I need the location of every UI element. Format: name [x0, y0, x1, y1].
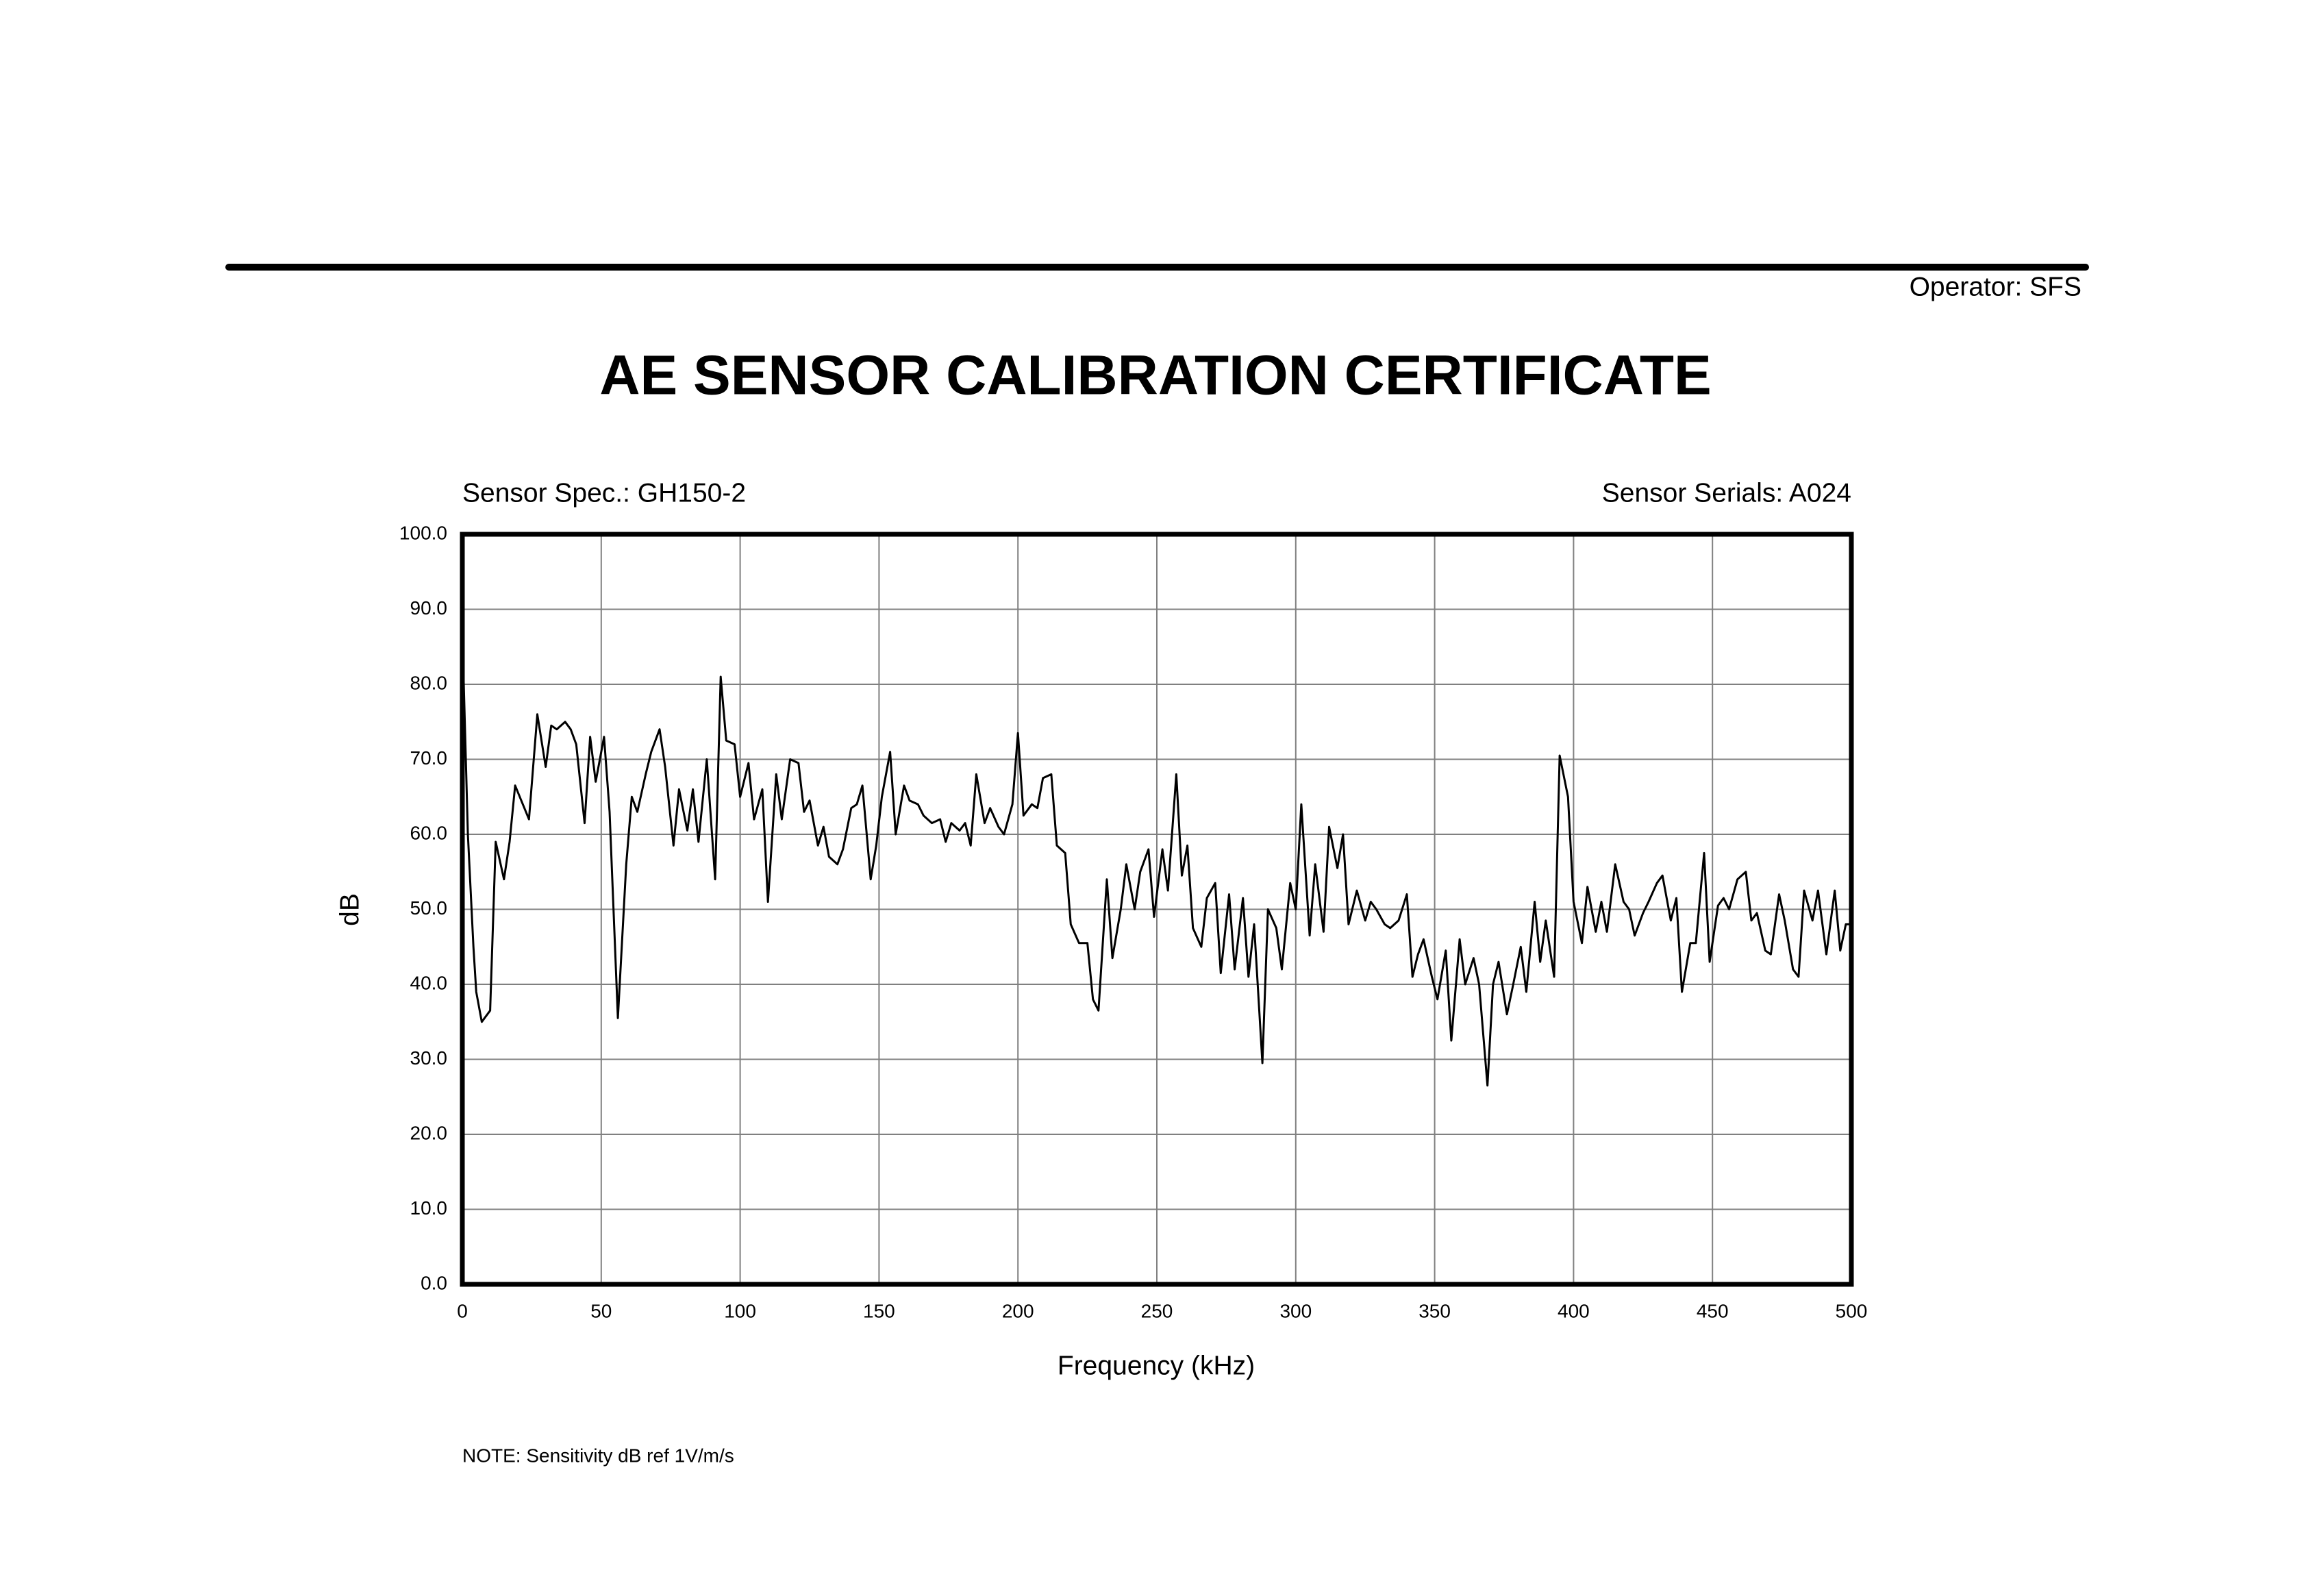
page-title: AE SENSOR CALIBRATION CERTIFICATE	[599, 345, 1711, 407]
x-tick-label: 250	[1141, 1300, 1173, 1321]
x-tick-label: 100	[724, 1300, 756, 1321]
note: NOTE: Sensitivity dB ref 1V/m/s	[462, 1445, 734, 1466]
y-tick-label: 90.0	[410, 597, 448, 619]
y-axis-label: dB	[335, 893, 364, 926]
x-tick-label: 350	[1418, 1300, 1451, 1321]
sensor-spec: Sensor Spec.: GH150-2	[462, 478, 746, 508]
x-axis-label: Frequency (kHz)	[1058, 1351, 1255, 1380]
x-tick-label: 400	[1558, 1300, 1590, 1321]
y-tick-label: 30.0	[410, 1047, 448, 1069]
plot: 0.0 10.0 20.0 30.0 40.0 50.0 60.0 70.0 80.0 90.0 1…	[399, 522, 1867, 1321]
x-tick-label: 0	[457, 1300, 468, 1321]
x-tick-label: 300	[1279, 1300, 1312, 1321]
y-tick-label: 0.0	[421, 1272, 447, 1293]
x-tick-label: 50	[590, 1300, 612, 1321]
y-tick-label: 70.0	[410, 747, 448, 769]
y-tick-label: 40.0	[410, 972, 448, 993]
y-tick-label: 20.0	[410, 1122, 448, 1143]
sensor-serials: Sensor Serials: A024	[1602, 478, 1851, 508]
y-tick-label: 60.0	[410, 822, 448, 843]
data-line	[461, 632, 1851, 1087]
y-tick-label: 50.0	[410, 897, 448, 919]
plot-frame	[460, 532, 1854, 1287]
y-tick-label: 80.0	[410, 672, 448, 693]
y-tick-label: 10.0	[410, 1197, 448, 1219]
x-tick-label: 500	[1836, 1300, 1868, 1321]
x-tick-label: 200	[1002, 1300, 1034, 1321]
x-tick-label: 450	[1697, 1300, 1729, 1321]
x-tick-label: 150	[863, 1300, 895, 1321]
operator: Operator: SFS	[1910, 272, 2082, 301]
y-tick-label: 100.0	[399, 522, 447, 543]
